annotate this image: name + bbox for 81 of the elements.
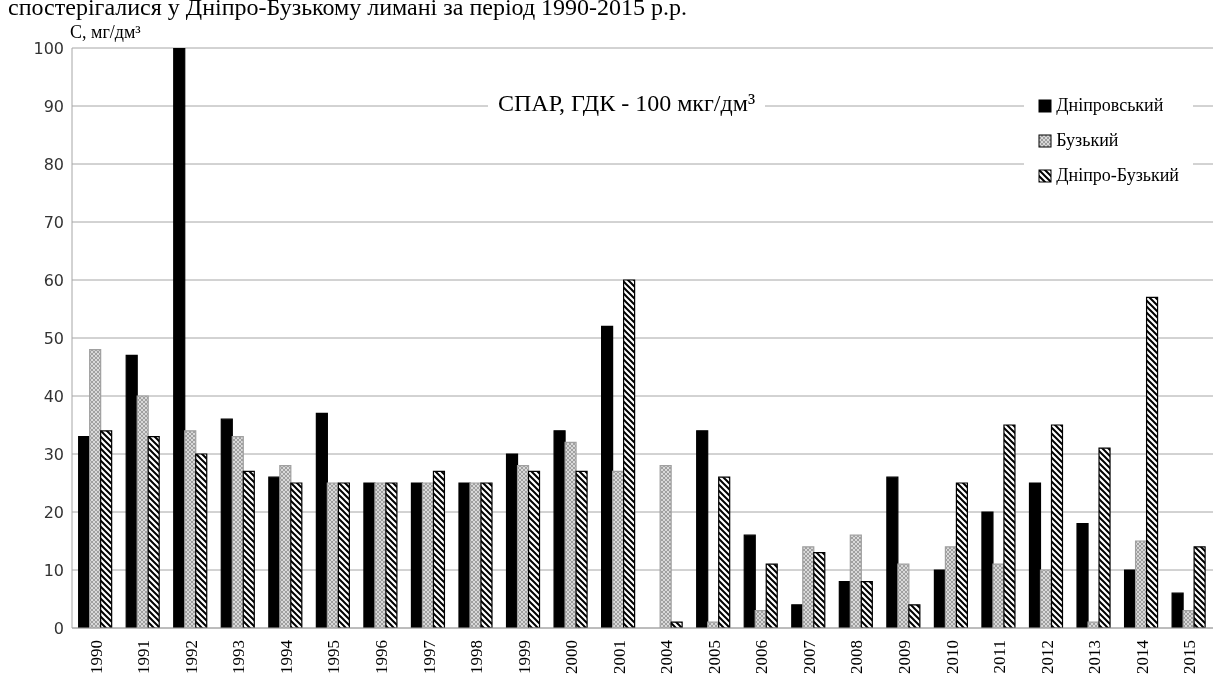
bar: [575, 470, 588, 628]
x-tick-label: 2005: [704, 640, 724, 674]
bar: [432, 470, 446, 628]
y-tick-label: 50: [43, 328, 64, 348]
bar: [765, 563, 778, 628]
y-tick-label: 70: [43, 212, 64, 232]
x-tick-label: 2013: [1085, 640, 1105, 674]
bar: [1098, 447, 1111, 628]
bar: [242, 470, 255, 628]
x-tick-label: 1996: [372, 640, 392, 674]
bar: [290, 482, 303, 628]
bar: [601, 325, 614, 628]
x-tick-label: 1995: [324, 640, 344, 674]
bar: [1050, 424, 1064, 628]
bar: [908, 604, 921, 628]
y-tick-label: 40: [43, 386, 64, 406]
bar: [315, 412, 328, 628]
bar: [100, 430, 113, 628]
x-tick-label: 2011: [990, 640, 1010, 674]
bar: [1028, 482, 1042, 628]
bar: [860, 581, 873, 628]
x-tick-label: 2010: [942, 640, 962, 674]
bar: [458, 482, 471, 628]
bar: [813, 552, 826, 628]
x-tick-label: 2000: [562, 640, 582, 674]
bar: [527, 470, 541, 628]
bar: [623, 279, 636, 628]
bar: [147, 436, 160, 628]
y-tick-label: 60: [43, 270, 64, 290]
bar: [1171, 592, 1184, 628]
legend-label: Дніпро-Бузький: [1056, 165, 1179, 186]
bar: [955, 482, 969, 628]
x-tick-label: 2012: [1037, 640, 1057, 674]
y-axis-title: С, мг/дм³: [70, 22, 141, 43]
x-tick-label: 1990: [86, 640, 106, 674]
y-tick-label: 80: [43, 154, 64, 174]
annotation: СПАР, ГДК - 100 мкг/дм³: [488, 90, 766, 117]
legend-label: Бузький: [1056, 130, 1119, 151]
bar: [337, 482, 350, 628]
y-tick-label: 30: [43, 444, 64, 464]
bar: [1003, 424, 1016, 628]
legend-label: Дніпровський: [1056, 95, 1164, 116]
bar: [195, 453, 208, 628]
x-tick-label: 2007: [799, 639, 819, 674]
x-tick-label: 1997: [419, 639, 439, 674]
bar: [1076, 523, 1089, 628]
x-tick-label: 1992: [181, 640, 201, 674]
bar: [696, 430, 709, 628]
bar: [480, 482, 493, 628]
bar: [410, 482, 424, 628]
x-tick-label: 2006: [752, 640, 772, 674]
x-tick-label: 1998: [467, 640, 487, 674]
bar: [553, 430, 566, 628]
x-tick-label: 2004: [657, 639, 677, 674]
bar: [385, 482, 398, 628]
x-tick-label: 1993: [229, 640, 249, 674]
bar: [981, 511, 994, 628]
x-tick-label: 2008: [847, 640, 867, 674]
y-tick-label: 10: [43, 560, 64, 580]
x-tick-label: 1994: [276, 639, 296, 674]
x-tick-label: 2014: [1132, 639, 1152, 674]
bar: [78, 436, 91, 628]
bar: [505, 453, 519, 628]
bar: [125, 354, 138, 628]
x-tick-label: 1999: [514, 640, 534, 674]
bar: [220, 418, 233, 628]
bar: [743, 534, 756, 628]
y-tick-label: 20: [43, 502, 64, 522]
bar: [1193, 546, 1206, 628]
x-tick-label: 2001: [609, 640, 629, 674]
bar: [1145, 296, 1159, 628]
x-tick-label: 1991: [134, 640, 154, 674]
x-tick-label: 2009: [894, 640, 914, 674]
y-tick-label: 100: [33, 38, 64, 58]
bar: [718, 476, 731, 628]
y-tick-label: 90: [43, 96, 64, 116]
x-tick-label: 2015: [1180, 640, 1200, 674]
bar: [363, 482, 376, 628]
y-tick-label: 0: [53, 618, 64, 638]
bar: [886, 476, 899, 628]
bar: [173, 48, 186, 628]
